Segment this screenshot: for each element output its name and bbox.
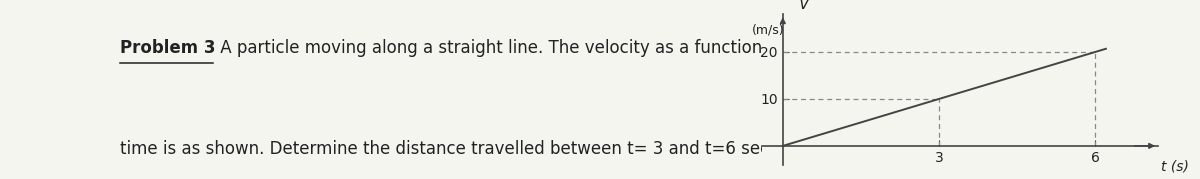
Text: A particle moving along a straight line. The velocity as a function of: A particle moving along a straight line.… bbox=[215, 39, 784, 57]
Text: (m/s): (m/s) bbox=[751, 24, 785, 37]
Text: Problem 3: Problem 3 bbox=[120, 39, 216, 57]
Text: t (s): t (s) bbox=[1160, 160, 1188, 174]
Text: time is as shown. Determine the distance travelled between t= 3 and t=6 seconds.: time is as shown. Determine the distance… bbox=[120, 140, 815, 158]
Text: V: V bbox=[798, 0, 809, 12]
